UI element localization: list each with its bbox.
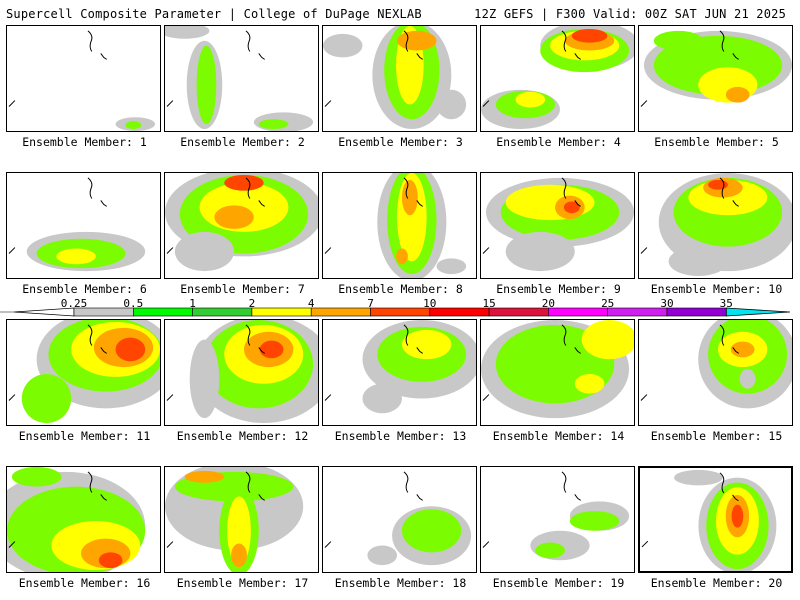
colorbar-tick-label: 20: [541, 297, 556, 310]
ensemble-member-map-20[interactable]: [638, 466, 793, 573]
ensemble-member-map-7[interactable]: [164, 172, 319, 279]
ensemble-member-label-10: Ensemble Member: 10: [650, 282, 783, 296]
ensemble-member-map-11[interactable]: [6, 319, 161, 426]
ensemble-member-map-1[interactable]: [6, 25, 161, 132]
scp-field-map: [166, 320, 318, 424]
scp-field-map: [641, 469, 777, 571]
ensemble-member-label-13: Ensemble Member: 13: [334, 429, 467, 443]
colorbar-tick-label: 0.25: [60, 297, 88, 310]
ensemble-member-label-16: Ensemble Member: 16: [18, 576, 151, 590]
ensemble-member-map-6[interactable]: [6, 172, 161, 279]
ensemble-member-label-6: Ensemble Member: 6: [22, 282, 147, 296]
colorbar-tick-label: 4: [307, 297, 315, 310]
scp-field-map: [482, 177, 634, 272]
color-scale-bar: [0, 307, 791, 317]
scp-field-map: [165, 173, 318, 272]
ensemble-member-label-5: Ensemble Member: 5: [654, 135, 779, 149]
scp-field-map: [324, 320, 476, 414]
scp-field-map: [640, 30, 792, 107]
scp-field-map: [324, 471, 472, 566]
colorbar-right-arrow: [725, 307, 791, 317]
ensemble-member-label-15: Ensemble Member: 15: [650, 429, 783, 443]
header-left-title: Supercell Composite Parameter | College …: [6, 7, 422, 21]
ensemble-member-map-17[interactable]: [164, 466, 319, 573]
ensemble-member-map-2[interactable]: [164, 25, 319, 132]
ensemble-member-map-9[interactable]: [480, 172, 635, 279]
ensemble-member-label-9: Ensemble Member: 9: [496, 282, 621, 296]
ensemble-member-label-17: Ensemble Member: 17: [176, 576, 309, 590]
colorbar-tick-label: 15: [482, 297, 496, 310]
scp-field-map: [165, 467, 304, 572]
colorbar-tick-label: 1: [189, 297, 196, 310]
scp-field-map: [640, 173, 792, 277]
ensemble-member-map-5[interactable]: [638, 25, 793, 132]
ensemble-member-map-16[interactable]: [6, 466, 161, 573]
ensemble-member-label-19: Ensemble Member: 19: [492, 576, 625, 590]
ensemble-member-label-3: Ensemble Member: 3: [338, 135, 463, 149]
ensemble-member-map-8[interactable]: [322, 172, 477, 279]
ensemble-member-map-14[interactable]: [480, 319, 635, 426]
colorbar-tick-label: 10: [423, 297, 437, 310]
colorbar-tick-label: 25: [601, 297, 615, 310]
scp-field-map: [165, 26, 314, 131]
ensemble-member-label-14: Ensemble Member: 14: [492, 429, 625, 443]
ensemble-member-map-4[interactable]: [480, 25, 635, 132]
scp-field-map: [481, 26, 634, 130]
ensemble-member-label-12: Ensemble Member: 12: [176, 429, 309, 443]
ensemble-member-label-11: Ensemble Member: 11: [18, 429, 151, 443]
colorbar-tick-label: 0.5: [123, 297, 144, 310]
colorbar-tick-label: 7: [367, 297, 374, 310]
scp-field-map: [8, 30, 156, 131]
scp-field-map: [482, 471, 630, 561]
header-right-title: 12Z GEFS | F300 Valid: 00Z SAT JUN 21 20…: [474, 7, 786, 21]
ensemble-member-label-4: Ensemble Member: 4: [496, 135, 621, 149]
scp-field-map: [8, 320, 160, 424]
ensemble-member-map-15[interactable]: [638, 319, 793, 426]
ensemble-member-label-20: Ensemble Member: 20: [650, 576, 783, 590]
ensemble-member-label-7: Ensemble Member: 7: [180, 282, 305, 296]
ensemble-member-map-3[interactable]: [322, 25, 477, 132]
scp-field-map: [323, 26, 467, 130]
scp-field-map: [640, 320, 792, 409]
scp-field-map: [324, 173, 467, 278]
scp-field-map: [7, 467, 146, 572]
ensemble-member-map-18[interactable]: [322, 466, 477, 573]
ensemble-member-map-19[interactable]: [480, 466, 635, 573]
colorbar-tick-label: 2: [248, 297, 256, 310]
ensemble-member-map-12[interactable]: [164, 319, 319, 426]
ensemble-member-map-10[interactable]: [638, 172, 793, 279]
colorbar-tick-label: 30: [660, 297, 674, 310]
colorbar-tick-label: 35: [719, 297, 733, 310]
ensemble-member-label-1: Ensemble Member: 1: [22, 135, 147, 149]
scp-field-map: [8, 177, 146, 272]
ensemble-member-map-13[interactable]: [322, 319, 477, 426]
ensemble-member-label-2: Ensemble Member: 2: [180, 135, 305, 149]
scp-field-map: [481, 320, 634, 419]
ensemble-member-label-18: Ensemble Member: 18: [334, 576, 467, 590]
ensemble-member-label-8: Ensemble Member: 8: [338, 282, 463, 296]
